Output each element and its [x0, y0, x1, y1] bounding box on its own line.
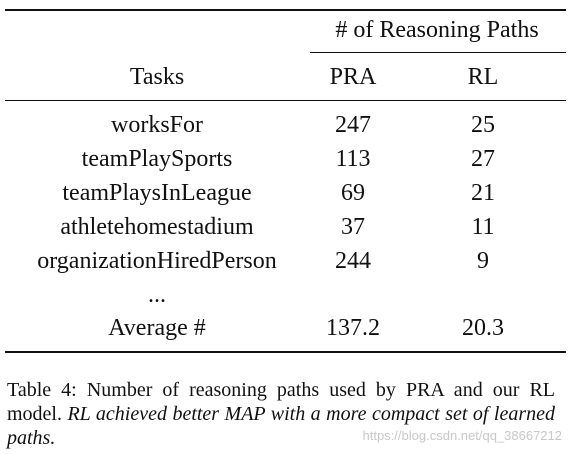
cell: 9 [477, 248, 489, 274]
task-name: ... [148, 282, 166, 308]
cell: 11 [471, 214, 495, 240]
group-header: # of Reasoning Paths [335, 17, 539, 43]
task-name: teamPlaysInLeague [62, 180, 252, 206]
column-header: RL [467, 64, 499, 90]
task-name: worksFor [110, 112, 204, 138]
task-name: teamPlaySports [81, 146, 233, 172]
task-name: organizationHiredPerson [37, 248, 277, 274]
cell: 27 [471, 146, 495, 172]
caption-text: Number of reasoning paths used by PRA an… [7, 379, 556, 425]
caption-emphasis: RL achieved better MAP with a more compa… [7, 403, 555, 449]
cell: 21 [471, 180, 495, 206]
caption-label: Table 4: [7, 379, 77, 401]
cell: 69 [341, 180, 365, 206]
cell: 25 [471, 112, 495, 138]
caption: Table 4: Number of reasoning paths used … [7, 378, 555, 450]
group-rule [310, 52, 566, 53]
task-name: athletehomestadium [60, 214, 254, 240]
column-header: Tasks [129, 64, 185, 90]
column-header: PRA [329, 64, 377, 90]
cell: 113 [335, 146, 371, 172]
bottom-rule [5, 351, 566, 353]
top-rule [5, 9, 566, 11]
cell: 244 [335, 248, 371, 274]
header-rule [5, 100, 566, 101]
watermark: https://blog.csdn.net/qq_38667212 [362, 428, 563, 443]
cell: 37 [341, 214, 365, 240]
average-cell: 20.3 [462, 315, 504, 341]
average-cell: 137.2 [326, 315, 380, 341]
cell: 247 [335, 112, 371, 138]
average-label: Average # [108, 315, 206, 341]
